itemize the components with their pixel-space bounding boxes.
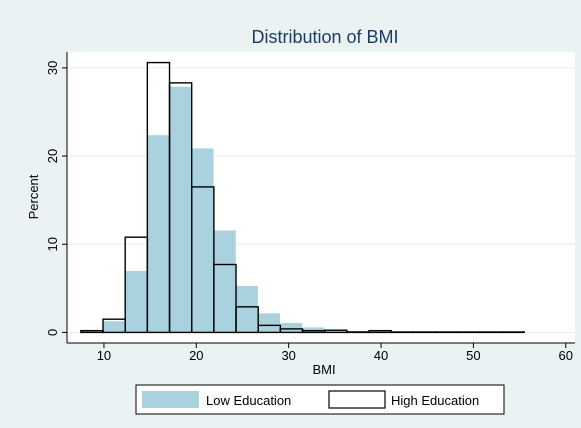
- high-education-bars: [80, 61, 525, 334]
- y-axis-title: Percent: [26, 174, 41, 219]
- bar-low-education: [102, 320, 126, 333]
- x-axis-title: BMI: [312, 362, 335, 377]
- bar-high-education: [235, 306, 259, 334]
- y-tick-label: 10: [45, 237, 60, 251]
- bar-low-education: [302, 326, 325, 333]
- x-tick-label: 60: [559, 348, 573, 363]
- x-tick-label: 50: [466, 348, 480, 363]
- legend-swatch-high-education: [328, 390, 386, 409]
- x-tick-label: 40: [374, 348, 388, 363]
- bar-low-education: [191, 147, 215, 333]
- chart-title: Distribution of BMI: [251, 27, 398, 47]
- bar-low-education: [169, 86, 192, 333]
- y-tick-label: 20: [45, 149, 60, 163]
- bar-high-education: [213, 263, 237, 334]
- x-tick-label: 30: [281, 348, 295, 363]
- x-tick-label: 20: [189, 348, 203, 363]
- x-tick-label: 10: [97, 348, 111, 363]
- low-education-bars: [80, 86, 525, 333]
- bar-low-education: [213, 229, 237, 333]
- bar-low-education: [235, 285, 259, 333]
- legend: Low Education High Education: [135, 384, 505, 415]
- bar-low-education: [280, 322, 303, 333]
- legend-label-low-education: Low Education: [206, 393, 291, 408]
- bar-low-education: [124, 270, 148, 333]
- bar-low-education: [147, 134, 170, 333]
- y-tick-label: 30: [45, 61, 60, 75]
- legend-swatch-low-education: [142, 391, 199, 408]
- bar-low-education: [257, 312, 281, 333]
- axes: 0 10 20 30 10 20 30 40 50 60: [45, 52, 575, 363]
- legend-label-high-education: High Education: [391, 393, 479, 408]
- y-tick-label: 0: [45, 329, 60, 336]
- bar-high-education: [190, 186, 215, 334]
